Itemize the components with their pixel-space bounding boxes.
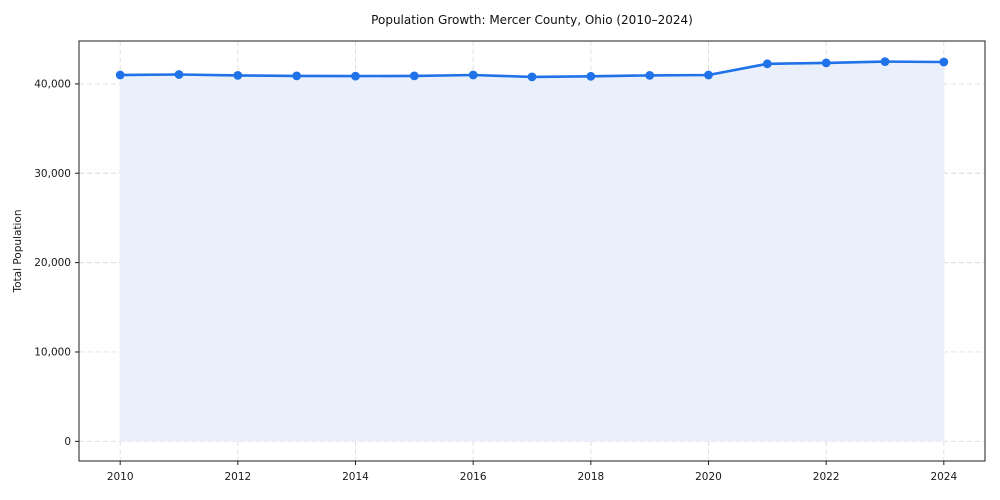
marker-layer <box>115 57 949 82</box>
data-point-2015 <box>409 71 419 81</box>
x-tick-label-2016: 2016 <box>460 471 487 483</box>
y-tick-label-30000: 30,000 <box>34 168 71 180</box>
area-layer <box>120 61 944 442</box>
area-fill <box>120 61 944 442</box>
x-tick-label-2014: 2014 <box>342 471 369 483</box>
data-point-2012 <box>233 71 243 80</box>
y-tick-label-10000: 10,000 <box>34 346 71 358</box>
x-tick-label-2018: 2018 <box>577 471 604 483</box>
data-point-2021 <box>762 59 772 69</box>
y-axis-title: Total Population <box>12 209 24 293</box>
ticklabel-layer: 2010 2012 2014 2016 2018 2020 2022 2024 0 10,000 2… <box>34 78 957 483</box>
x-tick-label-2010: 2010 <box>107 471 134 483</box>
data-point-2019 <box>645 71 655 80</box>
y-tick-label-20000: 20,000 <box>34 257 71 269</box>
y-tick-label-40000: 40,000 <box>34 78 71 90</box>
x-tick-label-2024: 2024 <box>930 471 957 483</box>
data-point-2017 <box>527 72 537 82</box>
data-point-2011 <box>174 70 184 79</box>
data-point-2014 <box>351 71 360 81</box>
y-tick-label-0: 0 <box>64 436 71 448</box>
data-point-2010 <box>115 70 125 80</box>
plot-border <box>78 40 986 462</box>
data-point-2022 <box>821 58 831 68</box>
x-tick-label-2012: 2012 <box>224 471 251 483</box>
data-point-2024 <box>939 57 949 67</box>
data-point-2023 <box>880 57 890 66</box>
data-point-2020 <box>704 70 713 80</box>
data-point-2016 <box>468 70 478 80</box>
x-tick-label-2022: 2022 <box>813 471 840 483</box>
chart-title: Population Growth: Mercer County, Ohio (… <box>371 13 693 27</box>
axes-layer <box>75 40 986 465</box>
data-point-2013 <box>292 71 302 81</box>
data-point-2018 <box>586 71 596 81</box>
x-tick-label-2020: 2020 <box>695 471 722 483</box>
